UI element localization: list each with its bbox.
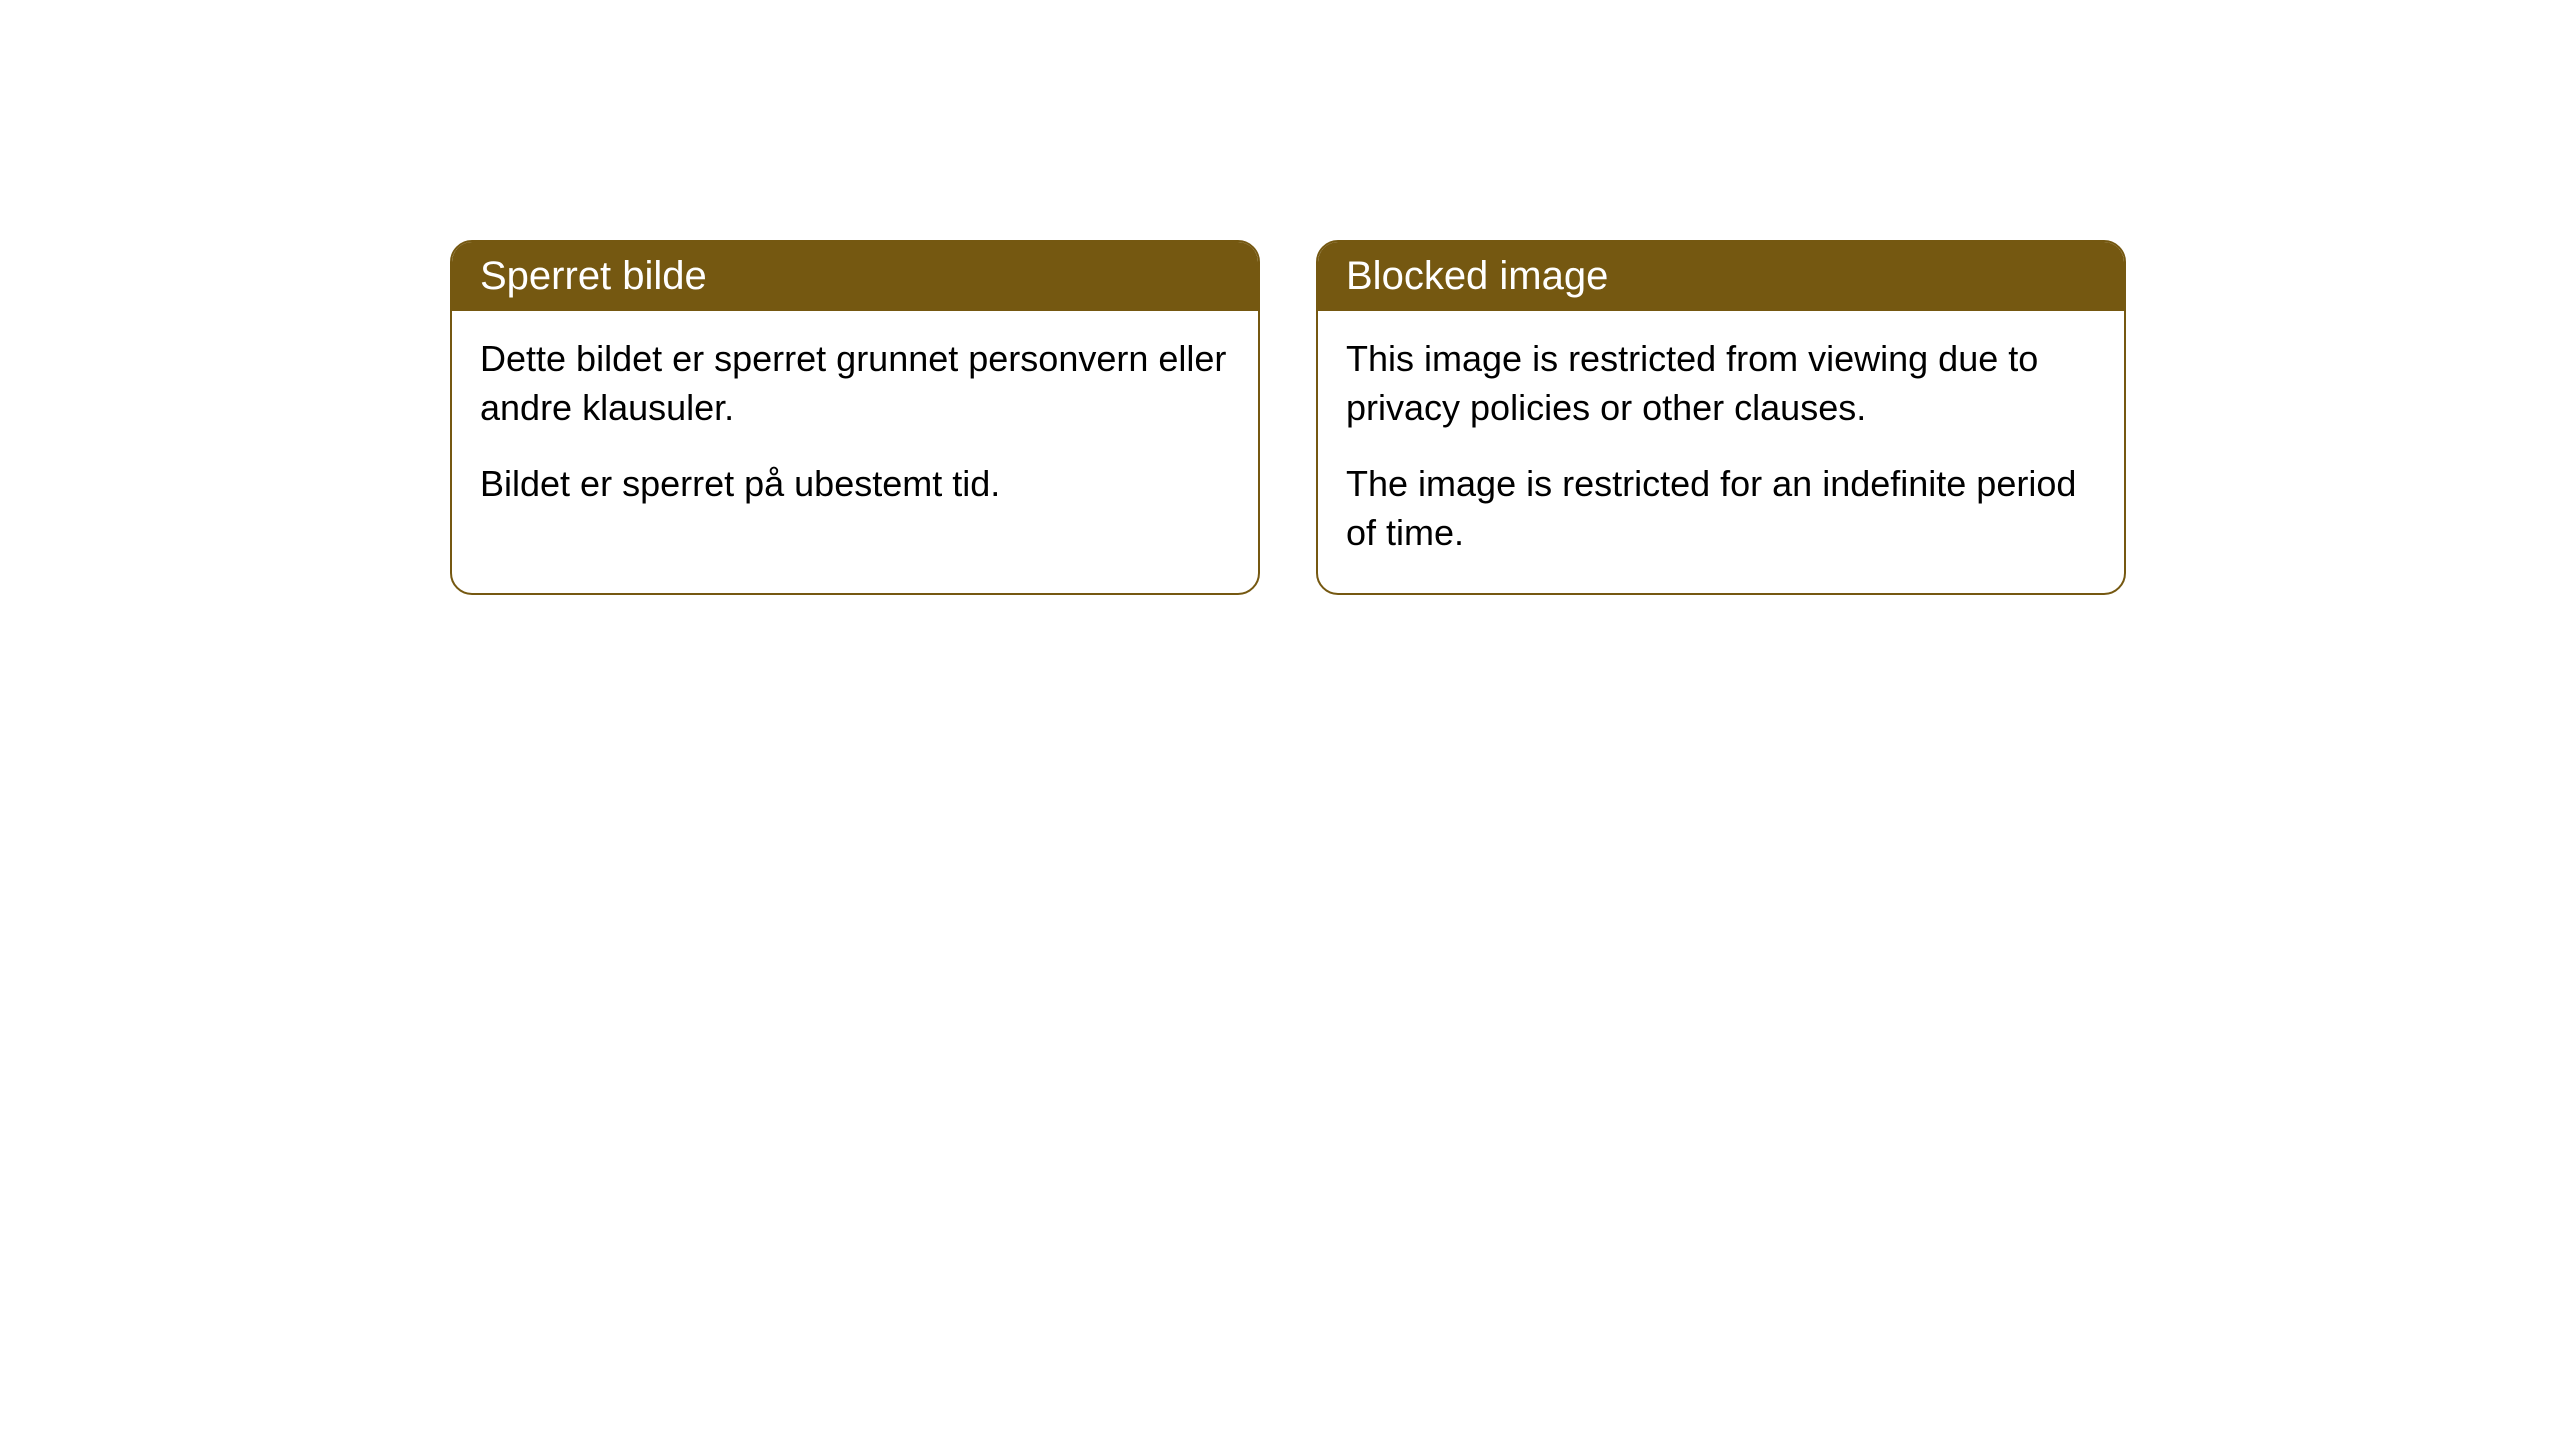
card-title-norwegian: Sperret bilde [452, 242, 1258, 311]
card-title-english: Blocked image [1318, 242, 2124, 311]
card-paragraph-1-english: This image is restricted from viewing du… [1346, 335, 2096, 432]
card-body-english: This image is restricted from viewing du… [1318, 311, 2124, 593]
blocked-image-card-english: Blocked image This image is restricted f… [1316, 240, 2126, 595]
cards-container: Sperret bilde Dette bildet er sperret gr… [450, 240, 2560, 595]
card-paragraph-1-norwegian: Dette bildet er sperret grunnet personve… [480, 335, 1230, 432]
card-body-norwegian: Dette bildet er sperret grunnet personve… [452, 311, 1258, 545]
card-paragraph-2-norwegian: Bildet er sperret på ubestemt tid. [480, 460, 1230, 509]
blocked-image-card-norwegian: Sperret bilde Dette bildet er sperret gr… [450, 240, 1260, 595]
card-paragraph-2-english: The image is restricted for an indefinit… [1346, 460, 2096, 557]
